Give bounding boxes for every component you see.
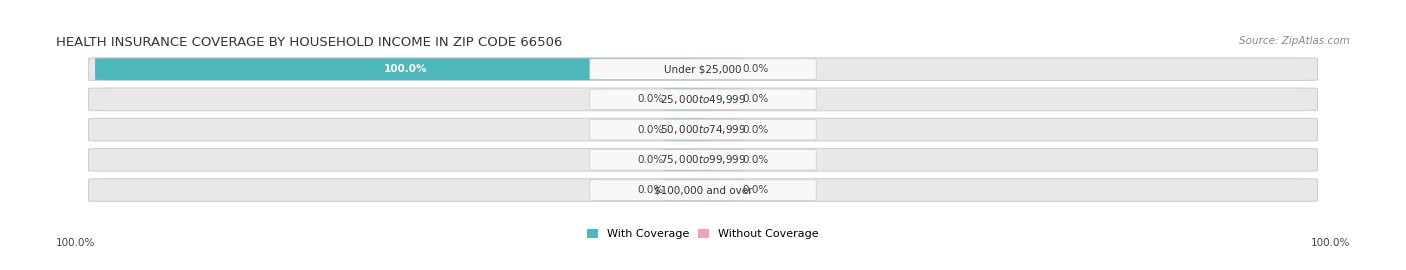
Text: $50,000 to $74,999: $50,000 to $74,999 (659, 123, 747, 136)
FancyBboxPatch shape (664, 149, 716, 171)
FancyBboxPatch shape (664, 89, 716, 110)
Text: 0.0%: 0.0% (637, 124, 664, 135)
Text: 0.0%: 0.0% (637, 155, 664, 165)
Text: Source: ZipAtlas.com: Source: ZipAtlas.com (1239, 36, 1350, 46)
Text: 0.0%: 0.0% (742, 185, 769, 195)
Text: $25,000 to $49,999: $25,000 to $49,999 (659, 93, 747, 106)
FancyBboxPatch shape (96, 58, 716, 80)
FancyBboxPatch shape (690, 149, 742, 171)
Text: $100,000 and over: $100,000 and over (654, 185, 752, 195)
Text: 0.0%: 0.0% (742, 124, 769, 135)
FancyBboxPatch shape (591, 89, 815, 110)
FancyBboxPatch shape (664, 179, 716, 201)
FancyBboxPatch shape (591, 119, 815, 140)
Text: 0.0%: 0.0% (637, 185, 664, 195)
Text: HEALTH INSURANCE COVERAGE BY HOUSEHOLD INCOME IN ZIP CODE 66506: HEALTH INSURANCE COVERAGE BY HOUSEHOLD I… (56, 36, 562, 49)
FancyBboxPatch shape (89, 58, 1317, 80)
FancyBboxPatch shape (89, 179, 1317, 201)
Text: 0.0%: 0.0% (742, 64, 769, 74)
FancyBboxPatch shape (591, 150, 815, 170)
FancyBboxPatch shape (591, 59, 815, 79)
Text: 0.0%: 0.0% (742, 94, 769, 104)
Text: 0.0%: 0.0% (742, 155, 769, 165)
Text: $75,000 to $99,999: $75,000 to $99,999 (659, 153, 747, 166)
FancyBboxPatch shape (690, 179, 742, 201)
FancyBboxPatch shape (89, 148, 1317, 171)
FancyBboxPatch shape (591, 180, 815, 200)
Legend: With Coverage, Without Coverage: With Coverage, Without Coverage (588, 228, 818, 239)
FancyBboxPatch shape (690, 89, 742, 110)
FancyBboxPatch shape (690, 119, 742, 140)
FancyBboxPatch shape (89, 118, 1317, 141)
FancyBboxPatch shape (89, 88, 1317, 111)
FancyBboxPatch shape (664, 119, 716, 140)
Text: Under $25,000: Under $25,000 (664, 64, 742, 74)
Text: 100.0%: 100.0% (384, 64, 427, 74)
Text: 100.0%: 100.0% (56, 238, 96, 248)
FancyBboxPatch shape (690, 58, 742, 80)
Text: 100.0%: 100.0% (1310, 238, 1350, 248)
Text: 0.0%: 0.0% (637, 94, 664, 104)
